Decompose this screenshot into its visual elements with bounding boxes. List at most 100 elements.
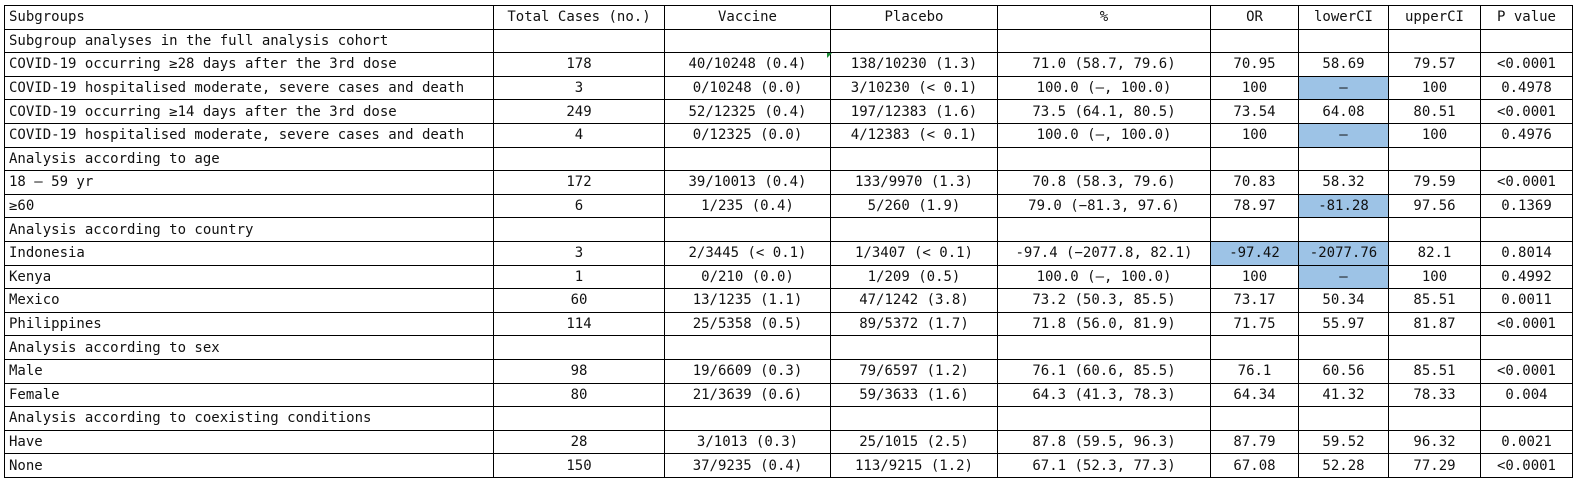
or-cell[interactable]: 71.75 bbox=[1210, 311, 1299, 337]
subgroup-cell[interactable]: ≥60 bbox=[4, 193, 494, 219]
percent-cell[interactable]: 79.0 (−81.3, 97.6) bbox=[997, 193, 1211, 219]
lower-ci-cell[interactable]: 58.32 bbox=[1298, 170, 1389, 195]
vaccine-cell[interactable]: 0/10248 (0.0) bbox=[664, 75, 831, 101]
lower-ci-cell[interactable]: – bbox=[1298, 122, 1389, 148]
header-subgroups[interactable]: Subgroups bbox=[4, 5, 494, 30]
p-value-cell[interactable]: <0.0001 bbox=[1480, 453, 1573, 478]
lower-ci-cell[interactable]: 50.34 bbox=[1298, 288, 1389, 313]
section-title-cell[interactable]: Analysis according to coexisting conditi… bbox=[4, 406, 494, 431]
empty-cell[interactable] bbox=[997, 146, 1211, 172]
total-cases-cell[interactable]: 4 bbox=[493, 122, 665, 148]
subgroup-cell[interactable]: Kenya bbox=[4, 264, 494, 290]
vaccine-cell[interactable]: 39/10013 (0.4) bbox=[664, 170, 831, 195]
section-title-cell[interactable]: Analysis according to age bbox=[4, 146, 494, 172]
p-value-cell[interactable]: 0.8014 bbox=[1480, 240, 1573, 266]
total-cases-cell[interactable]: 150 bbox=[493, 453, 665, 478]
empty-cell[interactable] bbox=[830, 335, 998, 360]
total-cases-cell[interactable]: 172 bbox=[493, 170, 665, 195]
header-lower-ci[interactable]: lowerCI bbox=[1298, 5, 1389, 30]
empty-cell[interactable] bbox=[1210, 335, 1299, 360]
empty-cell[interactable] bbox=[1298, 406, 1389, 431]
empty-cell[interactable] bbox=[1388, 406, 1481, 431]
upper-ci-cell[interactable]: 81.87 bbox=[1388, 311, 1481, 337]
placebo-cell[interactable]: 4/12383 (< 0.1) bbox=[830, 122, 998, 148]
percent-cell[interactable]: -97.4 (−2077.8, 82.1) bbox=[997, 240, 1211, 266]
p-value-cell[interactable]: 0.0011 bbox=[1480, 288, 1573, 313]
or-cell[interactable]: 100 bbox=[1210, 75, 1299, 101]
upper-ci-cell[interactable]: 85.51 bbox=[1388, 288, 1481, 313]
empty-cell[interactable] bbox=[830, 146, 998, 172]
empty-cell[interactable] bbox=[664, 146, 831, 172]
subgroup-cell[interactable]: Female bbox=[4, 382, 494, 408]
empty-cell[interactable] bbox=[997, 28, 1211, 54]
empty-cell[interactable] bbox=[1480, 217, 1573, 242]
subgroup-cell[interactable]: Male bbox=[4, 358, 494, 384]
empty-cell[interactable] bbox=[1388, 146, 1481, 172]
p-value-cell[interactable]: 0.1369 bbox=[1480, 193, 1573, 219]
section-title-cell[interactable]: Subgroup analyses in the full analysis c… bbox=[4, 28, 494, 54]
percent-cell[interactable]: 70.8 (58.3, 79.6) bbox=[997, 170, 1211, 195]
or-cell[interactable]: 70.83 bbox=[1210, 170, 1299, 195]
empty-cell[interactable] bbox=[1298, 146, 1389, 172]
empty-cell[interactable] bbox=[493, 146, 665, 172]
lower-ci-cell[interactable]: 58.69 bbox=[1298, 52, 1389, 77]
upper-ci-cell[interactable]: 77.29 bbox=[1388, 453, 1481, 478]
lower-ci-cell[interactable]: 55.97 bbox=[1298, 311, 1389, 337]
percent-cell[interactable]: 71.0 (58.7, 79.6) bbox=[997, 52, 1211, 77]
total-cases-cell[interactable]: 3 bbox=[493, 75, 665, 101]
empty-cell[interactable] bbox=[1210, 146, 1299, 172]
total-cases-cell[interactable]: 114 bbox=[493, 311, 665, 337]
empty-cell[interactable] bbox=[1480, 406, 1573, 431]
p-value-cell[interactable]: 0.4976 bbox=[1480, 122, 1573, 148]
p-value-cell[interactable]: <0.0001 bbox=[1480, 99, 1573, 124]
empty-cell[interactable] bbox=[1298, 335, 1389, 360]
subgroup-cell[interactable]: 18 – 59 yr bbox=[4, 170, 494, 195]
empty-cell[interactable] bbox=[1298, 217, 1389, 242]
lower-ci-cell[interactable]: 59.52 bbox=[1298, 429, 1389, 455]
vaccine-cell[interactable]: 0/210 (0.0) bbox=[664, 264, 831, 290]
upper-ci-cell[interactable]: 80.51 bbox=[1388, 99, 1481, 124]
percent-cell[interactable]: 76.1 (60.6, 85.5) bbox=[997, 358, 1211, 384]
header-p-value[interactable]: P value bbox=[1480, 5, 1573, 30]
upper-ci-cell[interactable]: 100 bbox=[1388, 122, 1481, 148]
percent-cell[interactable]: 71.8 (56.0, 81.9) bbox=[997, 311, 1211, 337]
or-cell[interactable]: 76.1 bbox=[1210, 358, 1299, 384]
percent-cell[interactable]: 64.3 (41.3, 78.3) bbox=[997, 382, 1211, 408]
p-value-cell[interactable]: 0.0021 bbox=[1480, 429, 1573, 455]
header-upper-ci[interactable]: upperCI bbox=[1388, 5, 1481, 30]
vaccine-cell[interactable]: 52/12325 (0.4) bbox=[664, 99, 831, 124]
percent-cell[interactable]: 100.0 (–, 100.0) bbox=[997, 75, 1211, 101]
placebo-cell[interactable]: 47/1242 (3.8) bbox=[830, 288, 998, 313]
empty-cell[interactable] bbox=[997, 217, 1211, 242]
upper-ci-cell[interactable]: 85.51 bbox=[1388, 358, 1481, 384]
p-value-cell[interactable]: <0.0001 bbox=[1480, 52, 1573, 77]
placebo-cell[interactable]: 79/6597 (1.2) bbox=[830, 358, 998, 384]
placebo-cell[interactable]: 89/5372 (1.7) bbox=[830, 311, 998, 337]
placebo-cell[interactable]: 5/260 (1.9) bbox=[830, 193, 998, 219]
vaccine-cell[interactable]: 40/10248 (0.4) bbox=[664, 52, 831, 77]
subgroup-cell[interactable]: COVID-19 occurring ≥28 days after the 3r… bbox=[4, 52, 494, 77]
percent-cell[interactable]: 73.5 (64.1, 80.5) bbox=[997, 99, 1211, 124]
empty-cell[interactable] bbox=[493, 335, 665, 360]
subgroup-cell[interactable]: COVID-19 occurring ≥14 days after the 3r… bbox=[4, 99, 494, 124]
header-vaccine[interactable]: Vaccine bbox=[664, 5, 831, 30]
p-value-cell[interactable]: <0.0001 bbox=[1480, 170, 1573, 195]
empty-cell[interactable] bbox=[1388, 28, 1481, 54]
empty-cell[interactable] bbox=[830, 217, 998, 242]
total-cases-cell[interactable]: 3 bbox=[493, 240, 665, 266]
or-cell[interactable]: 70.95 bbox=[1210, 52, 1299, 77]
empty-cell[interactable] bbox=[664, 406, 831, 431]
header-total-cases[interactable]: Total Cases (no.) bbox=[493, 5, 665, 30]
empty-cell[interactable] bbox=[830, 406, 998, 431]
or-cell[interactable]: 100 bbox=[1210, 122, 1299, 148]
placebo-cell[interactable]: 1/209 (0.5) bbox=[830, 264, 998, 290]
lower-ci-cell[interactable]: 52.28 bbox=[1298, 453, 1389, 478]
subgroup-cell[interactable]: Philippines bbox=[4, 311, 494, 337]
vaccine-cell[interactable]: 3/1013 (0.3) bbox=[664, 429, 831, 455]
placebo-cell[interactable]: 1/3407 (< 0.1) bbox=[830, 240, 998, 266]
subgroup-cell[interactable]: None bbox=[4, 453, 494, 478]
upper-ci-cell[interactable]: 82.1 bbox=[1388, 240, 1481, 266]
vaccine-cell[interactable]: 21/3639 (0.6) bbox=[664, 382, 831, 408]
placebo-cell[interactable]: 113/9215 (1.2) bbox=[830, 453, 998, 478]
vaccine-cell[interactable]: 19/6609 (0.3) bbox=[664, 358, 831, 384]
